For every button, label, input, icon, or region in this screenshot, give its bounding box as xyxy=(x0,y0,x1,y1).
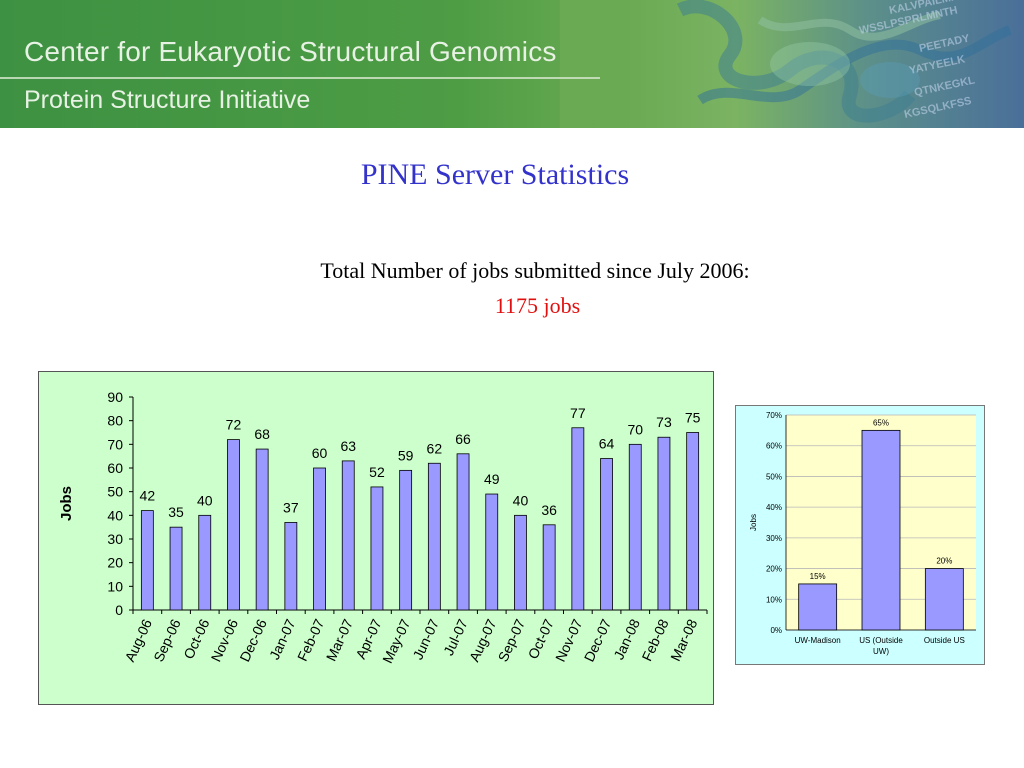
data-label: 62 xyxy=(427,440,443,456)
y-tick-label: 40 xyxy=(107,507,123,523)
data-label: 42 xyxy=(140,488,156,504)
y-tick-label: 40% xyxy=(766,503,782,512)
data-label: 15% xyxy=(810,572,826,581)
location-chart: 0% 10% 20% 30% 40% 50% 60% 70% Jobs 15% UW-Madison… xyxy=(735,405,985,665)
summary-text: Total Number of jobs submitted since Jul… xyxy=(320,258,750,283)
bar xyxy=(628,443,642,611)
x-tick-label: Jun-07 xyxy=(409,616,442,662)
plot-area xyxy=(133,397,707,610)
y-axis-title: Jobs xyxy=(749,514,758,531)
y-tick-label: 0% xyxy=(770,626,782,635)
total-jobs: 1175 jobs xyxy=(494,293,581,318)
bar xyxy=(227,439,240,611)
data-label: 73 xyxy=(656,414,672,430)
x-tick-label: Mar-07 xyxy=(323,616,356,663)
bar xyxy=(924,568,964,631)
x-tick-label: UW-Madison xyxy=(795,636,841,645)
y-axis-title: Jobs xyxy=(58,486,75,521)
data-label: 72 xyxy=(226,417,242,433)
bar xyxy=(399,469,413,611)
banner-subtitle: Protein Structure Initiative xyxy=(24,86,311,114)
data-label: 66 xyxy=(455,431,471,447)
data-label: 64 xyxy=(599,436,615,452)
monthly-jobs-chart: 0 10 20 30 40 50 60 70 80 90 Jobs 42 Aug-06 35 Sep-06 4… xyxy=(38,371,714,705)
bar xyxy=(140,510,154,611)
bar xyxy=(370,486,384,611)
x-tick-label: Oct-07 xyxy=(525,616,557,661)
bar xyxy=(600,458,613,611)
y-tick-label: 80 xyxy=(107,413,123,429)
bar xyxy=(861,429,901,631)
bar xyxy=(485,493,499,611)
y-tick-label: 60 xyxy=(107,460,123,476)
data-label: 35 xyxy=(168,504,184,520)
x-tick-label: Mar-08 xyxy=(667,616,700,663)
x-tick-label: US (Outside xyxy=(859,636,903,645)
x-tick-label: Sep-07 xyxy=(495,616,529,664)
bar xyxy=(255,448,269,611)
data-label: 63 xyxy=(340,438,356,454)
data-label: 49 xyxy=(484,471,500,487)
bar xyxy=(427,462,441,611)
x-tick-label: Sep-06 xyxy=(150,616,184,664)
y-tick-label: 50% xyxy=(766,472,782,481)
y-tick-label: 60% xyxy=(766,442,782,451)
data-label: 52 xyxy=(369,464,385,480)
y-tick-label: 70% xyxy=(766,411,782,420)
header-banner: KALVPAILMNTHWSSLPSPRLMNTHPEETADYYATYEELK… xyxy=(0,0,1024,128)
y-tick-label: 90 xyxy=(107,389,123,405)
bar xyxy=(341,460,355,611)
x-tick-label: Dec-06 xyxy=(236,616,270,664)
data-label: 40 xyxy=(197,492,213,508)
bar xyxy=(514,514,527,611)
x-tick-label: Oct-06 xyxy=(180,616,212,661)
bar xyxy=(313,467,326,611)
y-tick-label: 20 xyxy=(107,555,123,571)
data-label: 40 xyxy=(513,492,529,508)
x-tick-label: Apr-07 xyxy=(352,616,384,661)
protein-structure-graphic: KALVPAILMNTHWSSLPSPRLMNTHPEETADYYATYEELK… xyxy=(560,0,1024,128)
x-tick-label: Jul-07 xyxy=(440,616,471,658)
bar xyxy=(198,514,212,611)
y-tick-label: 0 xyxy=(115,602,123,618)
data-label: 65% xyxy=(873,418,889,427)
banner-title: Center for Eukaryotic Structural Genomic… xyxy=(24,36,557,67)
location-svg: 0% 10% 20% 30% 40% 50% 60% 70% Jobs 15% UW-Madison… xyxy=(749,411,976,656)
data-label: 20% xyxy=(936,557,952,566)
y-tick-label: 20% xyxy=(766,565,782,574)
bar xyxy=(657,436,671,611)
y-tick-label: 10% xyxy=(766,595,782,604)
page-title: PINE Server Statistics xyxy=(360,158,630,191)
x-tick-label: Dec-07 xyxy=(581,616,615,664)
bar xyxy=(456,453,470,611)
banner-divider xyxy=(0,77,600,79)
y-tick-label: 30% xyxy=(766,534,782,543)
data-label: 77 xyxy=(570,405,586,421)
data-label: 60 xyxy=(312,445,328,461)
bar xyxy=(686,432,700,611)
bar xyxy=(798,583,838,631)
data-label: 37 xyxy=(283,499,299,515)
y-tick-label: 30 xyxy=(107,531,123,547)
x-tick-label: UW) xyxy=(873,647,889,656)
data-label: 36 xyxy=(541,502,557,518)
bar xyxy=(571,427,585,611)
x-tick-label: Outside US xyxy=(924,636,965,645)
y-tick-label: 50 xyxy=(107,484,123,500)
data-label: 68 xyxy=(254,426,270,442)
data-label: 59 xyxy=(398,447,414,463)
y-tick-label: 70 xyxy=(107,436,123,452)
bar xyxy=(284,522,298,611)
bar xyxy=(542,524,556,611)
bar xyxy=(169,526,183,611)
data-label: 70 xyxy=(627,421,643,437)
data-label: 75 xyxy=(685,410,701,426)
y-tick-label: 10 xyxy=(107,578,123,594)
